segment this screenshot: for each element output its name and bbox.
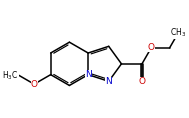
Text: CH$_3$: CH$_3$: [170, 26, 187, 39]
Text: O: O: [139, 77, 146, 86]
Text: N: N: [85, 70, 91, 79]
Text: N: N: [105, 77, 112, 86]
Text: H$_3$C: H$_3$C: [2, 69, 19, 82]
Text: O: O: [148, 43, 155, 52]
Text: O: O: [31, 80, 38, 89]
